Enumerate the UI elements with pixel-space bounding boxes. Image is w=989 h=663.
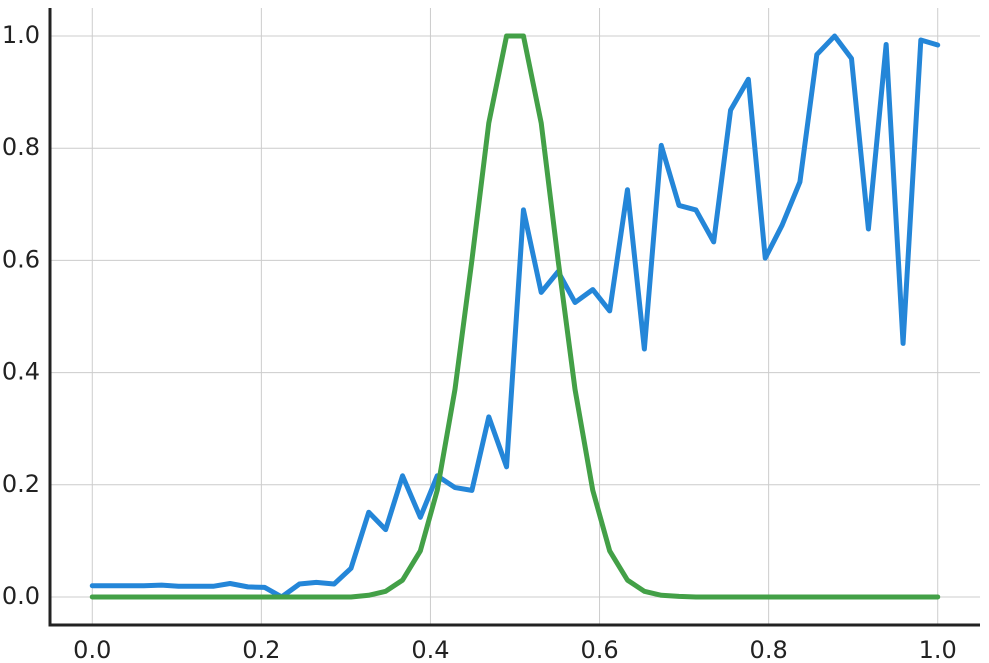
x-tick-label-3: 0.6 (580, 636, 618, 663)
y-tick-label-4: 0.8 (2, 133, 40, 161)
y-tick-label-2: 0.4 (2, 358, 40, 386)
y-tick-label-1: 0.2 (2, 470, 40, 498)
y-tick-label-0: 0.0 (2, 582, 40, 610)
tick-labels: 0.0 0.2 0.4 0.6 0.8 1.0 0.0 0.2 0.4 0.6 0.8 1.0 (2, 21, 957, 663)
x-tick-label-5: 1.0 (919, 636, 957, 663)
x-tick-label-4: 0.8 (750, 636, 788, 663)
y-tick-label-5: 1.0 (2, 21, 40, 49)
series-line-0 (89, 33, 941, 600)
x-tick-label-2: 0.4 (411, 636, 449, 663)
series-lines (89, 33, 941, 600)
x-tick-label-1: 0.2 (242, 636, 280, 663)
y-tick-label-3: 0.6 (2, 245, 40, 273)
x-tick-label-0: 0.0 (73, 636, 111, 663)
axes (48, 8, 980, 627)
series-line-1 (89, 33, 941, 600)
